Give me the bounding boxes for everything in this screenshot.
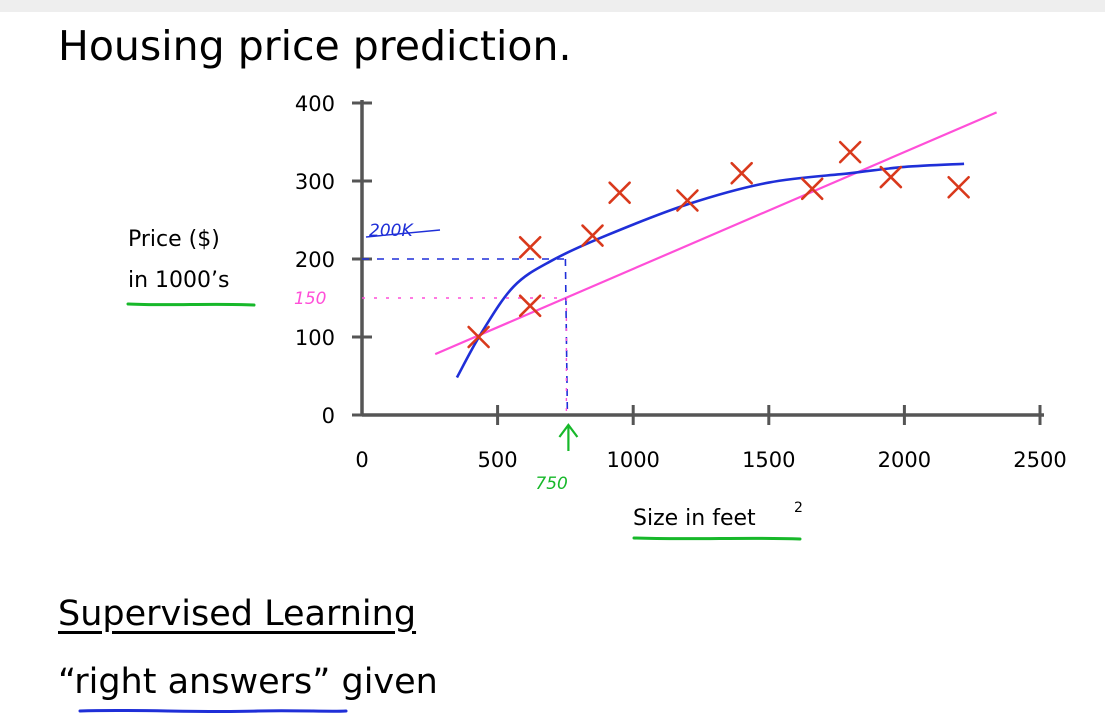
x-tick-label: 1000 [606,448,659,472]
y-tick-label: 300 [295,170,335,194]
linear-fit-line [434,111,998,356]
x-axis-label-superscript: 2 [794,500,803,516]
query-x-label: 750 [535,474,567,494]
x-label-underline [632,536,802,541]
note-underline [78,708,348,714]
y-tick-label: 100 [295,326,335,350]
y-tick-label: 200 [295,248,335,272]
x-tick-label: 1500 [742,448,795,472]
query-arrow-head [558,423,579,438]
note: “right answers” given [58,662,438,702]
quadratic-fit-curve [455,162,965,379]
data-point [800,177,824,201]
data-point [838,140,862,164]
subtitle: Supervised Learning [58,594,417,634]
data-point [879,165,903,189]
data-point [947,175,970,199]
y-tick-label: 0 [322,404,335,428]
y-axis-label-line1: Price ($) [128,227,220,252]
slide-title: Housing price prediction. [58,22,572,70]
x-tick-label: 2500 [1013,448,1066,472]
y-label-underline [126,302,256,307]
y-tick-label: 400 [295,92,335,116]
annotation-200k: 200K [369,221,414,241]
data-point [518,294,542,318]
data-point [581,224,604,247]
x-tick-label: 0 [355,448,368,472]
y-axis-label-line2: in 1000’s [128,268,230,293]
x-tick-label: 500 [478,448,518,472]
quadratic-guide-vertical [564,258,569,416]
data-point [676,189,699,212]
data-point [467,325,490,349]
x-tick-label: 2000 [878,448,931,472]
top-strip [0,0,1105,12]
data-point [608,181,631,204]
x-axis-label: Size in feet [633,506,756,531]
data-point [518,236,542,259]
annotation-200k-stroke [365,229,441,238]
annotation-150: 150 [294,289,326,309]
data-point [730,161,753,185]
